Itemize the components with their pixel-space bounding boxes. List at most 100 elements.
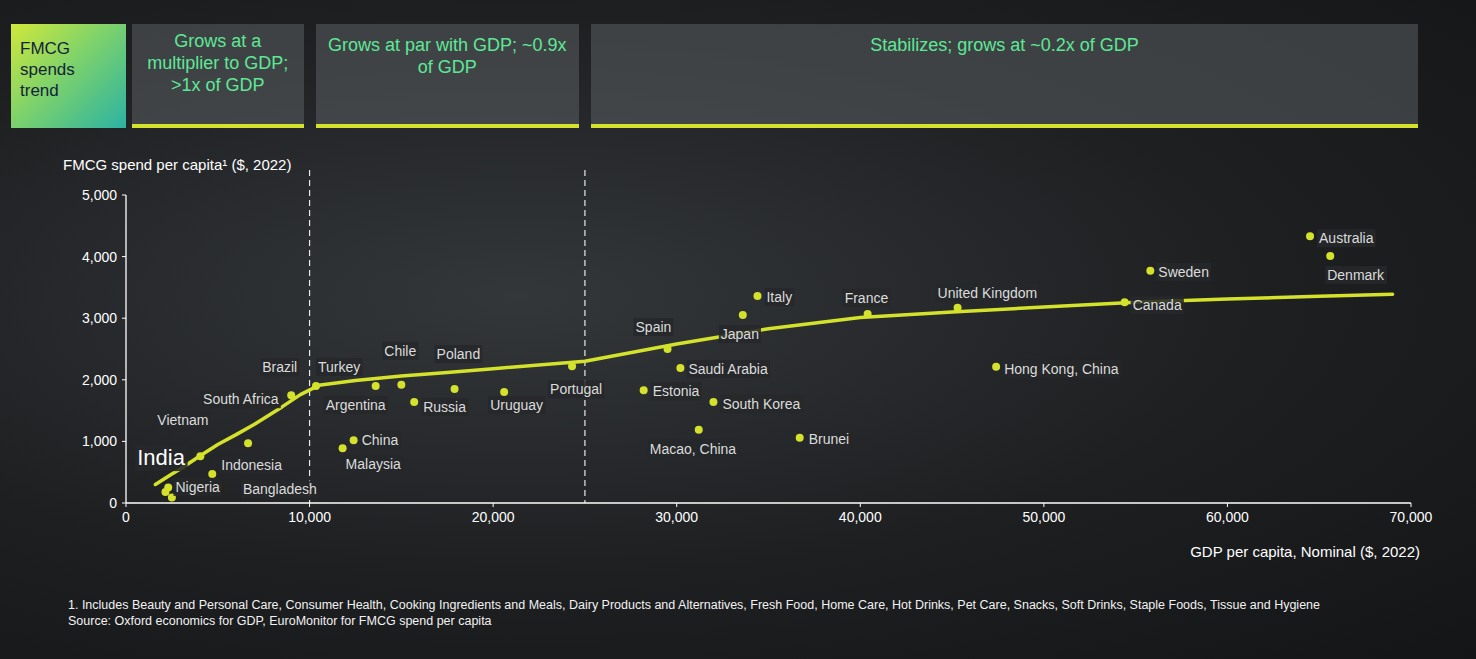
point-label: Uruguay	[490, 397, 543, 413]
point-label: Sweden	[1158, 264, 1209, 280]
x-tick	[1411, 503, 1412, 507]
point-label: South Africa	[203, 391, 279, 407]
phase-divider	[584, 170, 585, 503]
label-patch	[651, 382, 702, 400]
label-patch	[421, 398, 468, 416]
label-patch	[648, 440, 739, 458]
label-patch	[843, 289, 891, 307]
data-point	[350, 436, 358, 444]
data-point	[1306, 232, 1314, 240]
x-tick	[309, 503, 310, 507]
data-point	[753, 292, 761, 300]
data-point	[196, 452, 204, 460]
phase-band: Grows at par with GDP; ~0.9x of GDP	[316, 24, 579, 128]
y-tick	[122, 195, 126, 196]
y-tick	[122, 441, 126, 442]
y-tick-label: 2,000	[82, 372, 117, 388]
data-point	[992, 363, 1000, 371]
point-label: Malaysia	[346, 456, 401, 472]
source-note: Source: Oxford economics for GDP, EuroMo…	[68, 613, 1458, 629]
label-patch	[219, 456, 284, 474]
data-point	[397, 381, 405, 389]
phase-band: Stabilizes; grows at ~0.2x of GDP	[591, 24, 1418, 128]
label-patch	[936, 284, 1040, 302]
data-point	[1121, 298, 1129, 306]
point-label: Russia	[423, 399, 466, 415]
point-label: Japan	[721, 326, 759, 342]
y-tick-label: 5,000	[82, 187, 117, 203]
label-patch	[1002, 360, 1121, 378]
y-axis	[125, 195, 126, 503]
point-label: United Kingdom	[938, 285, 1038, 301]
y-tick-label: 4,000	[82, 249, 117, 265]
point-label: Portugal	[550, 381, 602, 397]
point-label: Chile	[384, 343, 416, 359]
point-label: Estonia	[653, 383, 700, 399]
data-point	[796, 434, 804, 442]
point-label: India	[137, 445, 185, 470]
label-patch	[634, 318, 674, 336]
data-point	[287, 391, 295, 399]
label-patch	[435, 345, 483, 363]
plot-marks	[155, 232, 1392, 501]
x-tick	[676, 503, 677, 507]
data-point	[500, 388, 508, 396]
x-tick-label: 40,000	[839, 509, 882, 525]
label-patch	[135, 444, 187, 471]
y-tick	[122, 256, 126, 257]
point-label: Bangladesh	[243, 481, 317, 497]
phase-band: Grows at a multiplier to GDP; >1x of GDP	[132, 24, 304, 128]
data-point	[568, 362, 576, 370]
label-patch	[1131, 296, 1184, 314]
point-label: Indonesia	[221, 457, 282, 473]
point-label: Poland	[437, 346, 481, 362]
label-patch	[807, 430, 851, 448]
footnote: 1. Includes Beauty and Personal Care, Co…	[68, 597, 1458, 613]
data-point	[1146, 267, 1154, 275]
title: FMCG spends trend	[11, 24, 126, 128]
data-point	[161, 488, 169, 496]
point-label: Italy	[766, 289, 792, 305]
x-tick-label: 30,000	[655, 509, 698, 525]
label-patch	[173, 478, 222, 496]
point-label: Macao, China	[650, 441, 737, 457]
y-tick	[122, 503, 126, 504]
label-patch	[155, 411, 210, 429]
data-point	[864, 310, 872, 318]
x-axis-title: GDP per capita, Nominal ($, 2022)	[1190, 543, 1420, 560]
y-tick-label: 1,000	[82, 433, 117, 449]
data-point	[410, 398, 418, 406]
point-label: France	[845, 290, 889, 306]
point-labels: IndiaNigeriaBangladeshIndonesiaVietnamSo…	[135, 229, 1387, 498]
data-point	[312, 382, 320, 390]
x-tick	[1043, 503, 1044, 507]
data-point	[695, 426, 703, 434]
x-tick-label: 50,000	[1022, 509, 1065, 525]
x-tick-label: 10,000	[288, 509, 331, 525]
y-tick	[122, 379, 126, 380]
label-patch	[1317, 229, 1376, 247]
label-patch	[720, 395, 802, 413]
y-tick	[122, 318, 126, 319]
label-patch	[1325, 266, 1387, 284]
y-tick-label: 3,000	[82, 310, 117, 326]
point-label: Hong Kong, China	[1004, 361, 1119, 377]
x-tick-label: 0	[122, 509, 130, 525]
point-label: Spain	[636, 319, 672, 335]
x-tick	[860, 503, 861, 507]
label-patch	[241, 480, 319, 498]
data-point	[208, 470, 216, 478]
point-label: South Korea	[722, 396, 800, 412]
x-tick	[1227, 503, 1228, 507]
x-tick	[493, 503, 494, 507]
trend-line	[155, 294, 1392, 484]
label-patch	[344, 455, 403, 473]
label-patch	[488, 396, 545, 414]
data-point	[739, 311, 747, 319]
y-tick-label: 0	[109, 495, 117, 511]
label-patch	[260, 358, 299, 376]
label-patch	[719, 325, 761, 343]
data-point	[1326, 252, 1334, 260]
label-patch	[764, 288, 794, 306]
data-point	[339, 444, 347, 452]
